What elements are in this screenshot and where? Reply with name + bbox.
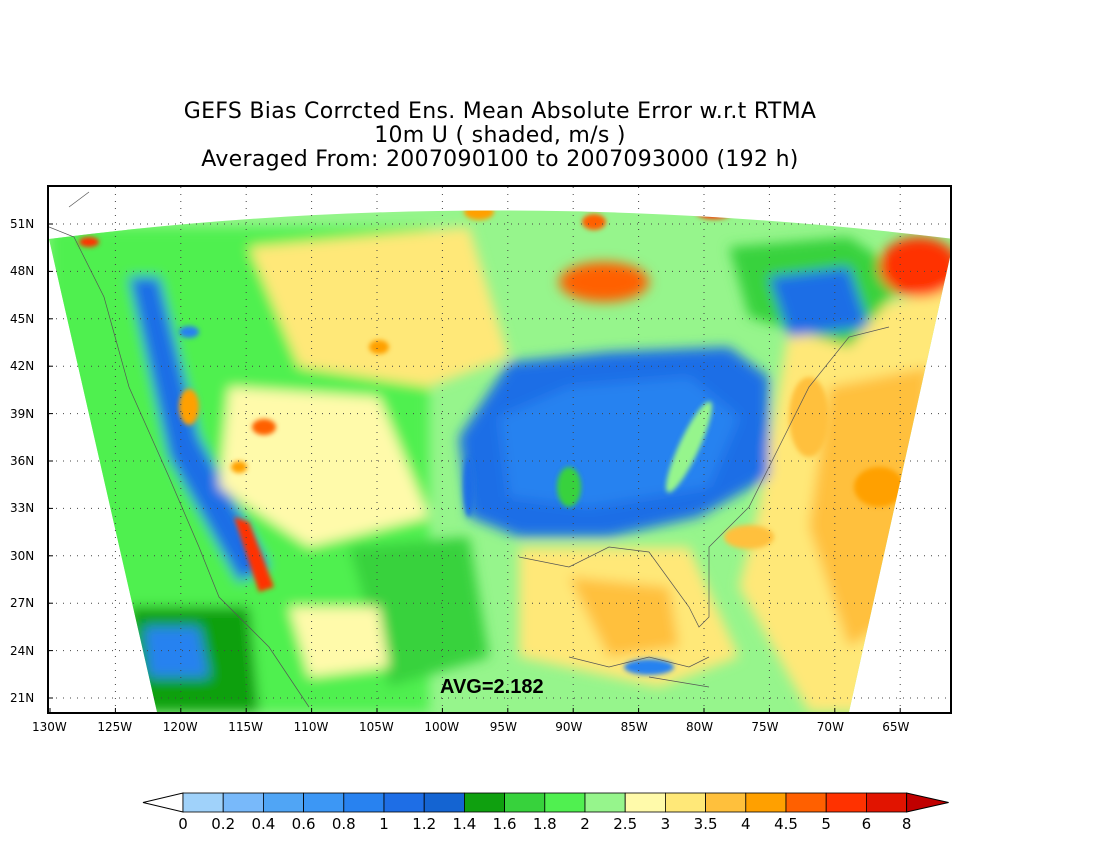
lon-label: 65W	[882, 720, 910, 734]
colorbar-label: 1	[379, 815, 389, 833]
lon-label: 130W	[32, 720, 67, 734]
lon-label: 70W	[816, 720, 844, 734]
colorbar-box	[262, 792, 304, 813]
map-canvas	[49, 187, 950, 712]
lat-label: 24N	[10, 643, 35, 658]
colorbar-box	[303, 792, 345, 813]
lat-label: 33N	[10, 501, 35, 516]
lat-label: 45N	[10, 311, 35, 326]
colorbar-box	[785, 792, 827, 813]
colorbar-box	[584, 792, 626, 813]
average-value-label: AVG=2.182	[440, 676, 544, 698]
shaded-field	[49, 210, 950, 712]
colorbar-label: 0.4	[251, 815, 276, 833]
lon-label: 120W	[162, 720, 198, 734]
colorbar-box	[544, 792, 586, 813]
colorbar-under-triangle	[142, 792, 184, 813]
colorbar-box	[866, 792, 908, 813]
colorbar-label: 5	[821, 815, 831, 833]
colorbar-label: 4.5	[774, 815, 798, 833]
colorbar-box	[343, 792, 385, 813]
lon-label: 90W	[555, 720, 583, 734]
colorbar-label: 0.8	[331, 815, 356, 833]
colorbar-label: 0.2	[211, 815, 236, 833]
coastlines	[49, 191, 890, 708]
lon-label: 75W	[751, 720, 779, 734]
colorbar-box	[182, 792, 224, 813]
colorbar-label: 3	[660, 815, 671, 833]
colorbar-over-triangle	[906, 792, 949, 813]
colorbar-label: 0	[178, 815, 188, 833]
lon-label: 125W	[97, 720, 133, 734]
lat-label: 30N	[10, 548, 35, 563]
colorbar-box	[423, 792, 465, 813]
lat-label: 36N	[10, 454, 35, 468]
colorbar-box	[825, 792, 867, 813]
title-line-1: GEFS Bias Corrcted Ens. Mean Absolute Er…	[183, 99, 817, 124]
colorbar	[142, 792, 949, 813]
lat-label: 48N	[10, 264, 35, 279]
colorbar-label: 1.6	[492, 815, 517, 833]
lat-label: 51N	[10, 217, 35, 231]
lat-label: 27N	[10, 596, 35, 611]
lat-label: 21N	[10, 691, 35, 705]
lon-label: 110W	[293, 720, 329, 734]
colorbar-label: 2	[580, 815, 590, 833]
colorbar-label: 6	[861, 815, 872, 833]
lat-label: 39N	[10, 406, 35, 421]
field-small-features	[79, 210, 904, 675]
lon-label: 85W	[620, 720, 648, 734]
lon-label: 95W	[489, 720, 517, 734]
colorbar-box	[504, 792, 546, 813]
colorbar-box	[745, 792, 787, 813]
lon-label: 100W	[424, 720, 460, 734]
colorbar-label: 4	[741, 815, 751, 833]
colorbar-label: 1.2	[412, 815, 437, 833]
lon-label: 115W	[228, 720, 263, 734]
colorbar-box	[463, 792, 505, 813]
colorbar-box	[665, 792, 707, 813]
lon-label: 80W	[686, 720, 714, 734]
map-frame	[47, 185, 952, 714]
colorbar-box	[383, 792, 425, 813]
colorbar-label: 0.6	[291, 815, 316, 833]
colorbar-box	[222, 792, 264, 813]
title-line-2: 10m U ( shaded, m/s )	[374, 123, 626, 148]
lon-label: 105W	[359, 720, 394, 734]
title-line-3: Averaged From: 2007090100 to 2007093000 …	[201, 147, 799, 172]
colorbar-label: 3.5	[693, 815, 718, 833]
colorbar-label: 2.5	[613, 815, 638, 833]
lat-label: 42N	[10, 359, 35, 374]
colorbar-box	[705, 792, 747, 813]
colorbar-label: 1.8	[532, 815, 557, 833]
colorbar-label: 1.4	[452, 815, 477, 833]
colorbar-label: 8	[901, 815, 912, 833]
map-title: GEFS Bias Corrcted Ens. Mean Absolute Er…	[0, 100, 1000, 172]
colorbar-box	[624, 792, 666, 813]
